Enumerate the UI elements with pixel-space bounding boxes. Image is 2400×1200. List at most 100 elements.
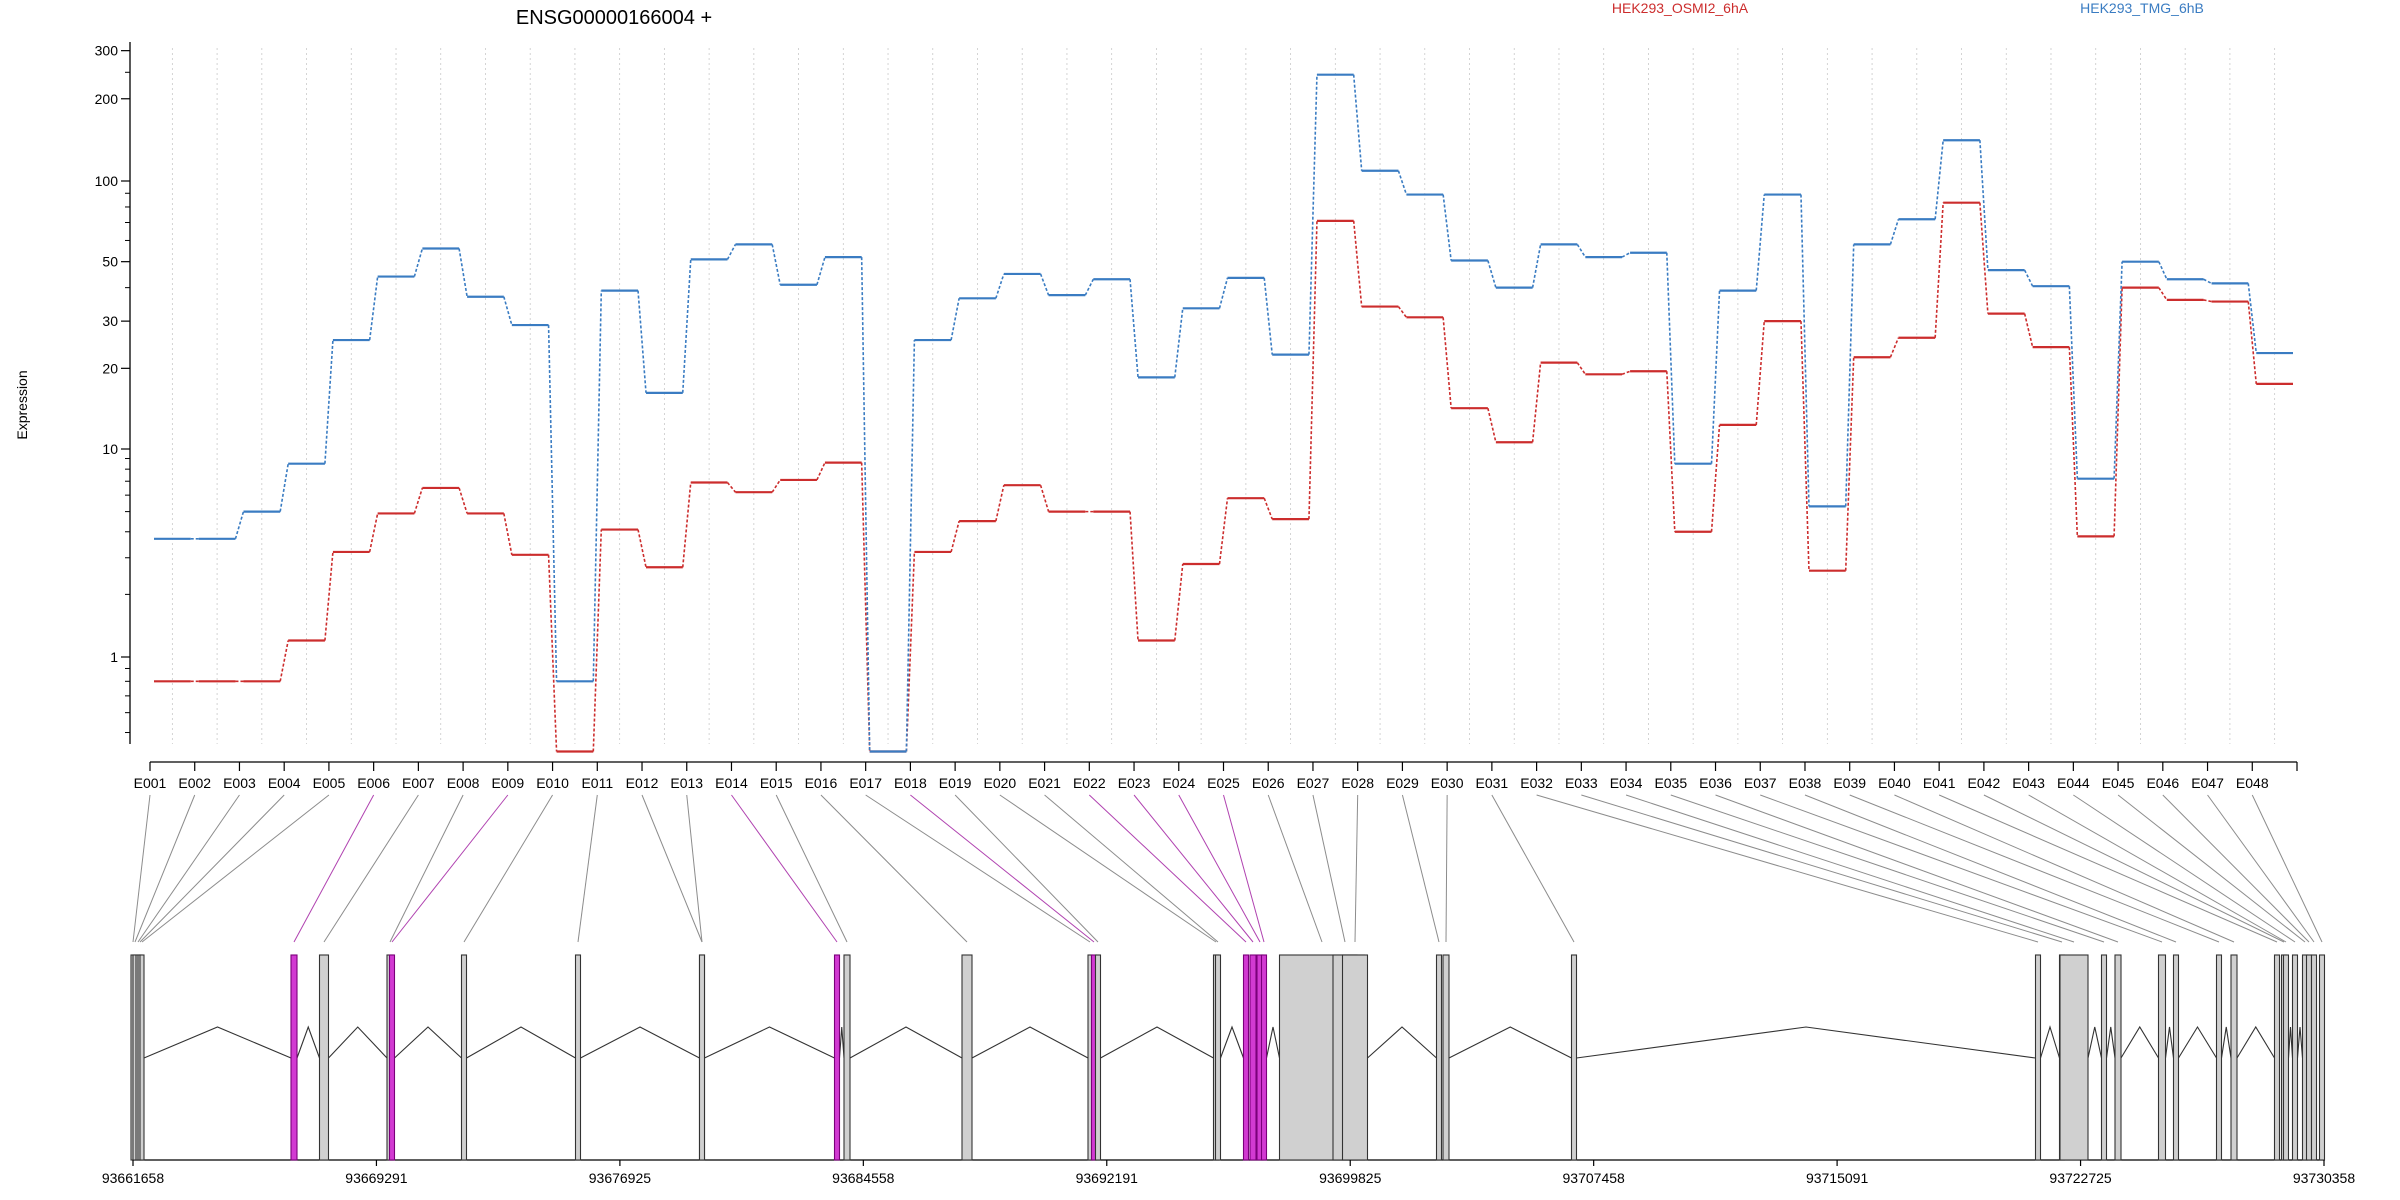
series-connector (1442, 317, 1452, 409)
y-tick-label: 100 (95, 173, 119, 189)
exon-label: E033 (1565, 775, 1598, 791)
exon-connector (1401, 794, 1440, 943)
exon-label: E014 (715, 775, 748, 791)
exon-connector (1491, 794, 1575, 943)
exon-box (2172, 954, 2180, 1161)
series-connector (2068, 286, 2079, 479)
series-connector (726, 244, 737, 260)
intron (2039, 1025, 2061, 1059)
series-connector (279, 463, 289, 512)
series-connector (2203, 299, 2212, 303)
exon-label: E001 (134, 775, 167, 791)
exon-label: E005 (313, 775, 346, 791)
exon-label: E024 (1162, 775, 1195, 791)
exon-connector (686, 794, 703, 943)
exon-connector (132, 794, 151, 943)
intron (2164, 1026, 2175, 1059)
exon-label: E025 (1207, 775, 1240, 791)
series-connector (458, 248, 468, 297)
genomic-tick-label: 93722725 (2049, 1170, 2112, 1186)
exon-label: E016 (805, 775, 838, 791)
exon-box (388, 954, 396, 1161)
series-connector (1800, 321, 1810, 571)
exon-label: E035 (1654, 775, 1687, 791)
series-connector (995, 485, 1005, 522)
series-connector (547, 325, 558, 682)
exon-connector (1536, 794, 2039, 943)
series-connector (681, 259, 692, 393)
series-connector (503, 296, 513, 326)
exon-label: E013 (670, 775, 703, 791)
exon-connector (141, 794, 330, 943)
exon-connector (999, 794, 1217, 943)
intron (2105, 1026, 2116, 1059)
series-connector (1621, 252, 1631, 258)
intron (838, 1026, 845, 1059)
exon-box (2318, 954, 2326, 1161)
series-connector (1397, 170, 1408, 195)
exon-connector (139, 794, 285, 943)
series-connector (1844, 357, 1855, 571)
exon-box (2291, 954, 2299, 1161)
exon-label: E011 (581, 775, 613, 791)
exon-connector (2162, 794, 2310, 943)
exon-connector (2073, 794, 2296, 943)
series-connector (1800, 194, 1810, 507)
intron (1367, 1026, 1437, 1059)
intron (1448, 1026, 1572, 1059)
series-connector (905, 551, 916, 752)
exon-box (2282, 954, 2290, 1161)
exon-connector (1760, 794, 2163, 943)
series-connector (1665, 371, 1676, 532)
exon-box (1249, 954, 1257, 1161)
series-connector (1039, 273, 1050, 296)
exon-label: E002 (178, 775, 211, 791)
series-connector (1173, 563, 1184, 641)
series-connector (2158, 287, 2168, 301)
exon-connector (2117, 794, 2306, 943)
series-connector (1889, 218, 1900, 245)
series-connector (637, 529, 647, 568)
series-1 (154, 73, 2293, 753)
intron (2087, 1026, 2103, 1059)
series-connector (234, 511, 245, 540)
exon-connector (1625, 794, 2075, 943)
series-connector (2247, 301, 2258, 384)
intron (2178, 1025, 2217, 1059)
series-connector (1397, 306, 1408, 318)
genomic-tick-label: 93669291 (345, 1170, 408, 1186)
series-connector (1308, 74, 1318, 355)
exon-connector (1849, 794, 2220, 943)
exon-label: E036 (1699, 775, 1732, 791)
genomic-tick-label: 93715091 (1806, 1170, 1869, 1186)
exon-box (2157, 954, 2167, 1161)
intron (849, 1026, 963, 1059)
exon-label: E038 (1789, 775, 1822, 791)
intron (1100, 1026, 1214, 1059)
exon-connector (1178, 794, 1261, 943)
series-connector (1755, 194, 1766, 291)
series-connector (413, 248, 424, 277)
genomic-tick-label: 93699825 (1319, 1170, 1382, 1186)
exon-label: E020 (984, 775, 1017, 791)
exon-box (1094, 954, 1102, 1161)
intron (580, 1026, 700, 1059)
series-0 (154, 201, 2293, 753)
exon-label: E030 (1431, 775, 1464, 791)
y-tick-label: 30 (102, 313, 118, 329)
exon-label: E026 (1252, 775, 1285, 791)
exon-connector (293, 794, 375, 943)
series-connector (1129, 511, 1139, 641)
series-connector (1084, 278, 1095, 296)
exon-connector (1938, 794, 2278, 943)
series-connector (1979, 140, 1989, 271)
exon-connector (775, 794, 848, 943)
exon-connector (391, 794, 509, 943)
exon-label: E023 (1118, 775, 1151, 791)
series-connector (1576, 362, 1586, 375)
series-connector (592, 529, 603, 752)
series-connector (592, 290, 603, 682)
series-connector (1218, 498, 1229, 565)
series-connector (771, 244, 781, 285)
series-connector (1621, 370, 1631, 376)
